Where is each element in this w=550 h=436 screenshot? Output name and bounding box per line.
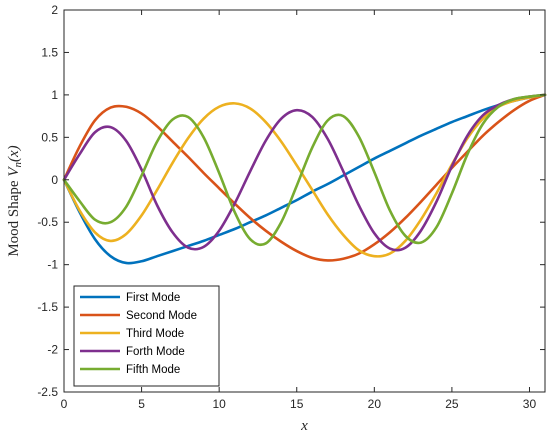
y-tick-label: 1 bbox=[51, 88, 58, 102]
y-tick-label: -0.5 bbox=[37, 215, 58, 229]
x-tick-label: 25 bbox=[445, 397, 459, 411]
y-tick-label: 0 bbox=[51, 173, 58, 187]
legend: First Mode Second Mode Third Mode Forth Mod… bbox=[73, 285, 220, 387]
legend-label-first-mode: First Mode bbox=[126, 292, 180, 304]
series-line-fifth-mode bbox=[62, 93, 547, 247]
y-axis-label: Mood Shape Vn(x) bbox=[6, 145, 24, 256]
x-tick-label: 20 bbox=[368, 397, 382, 411]
y-axis-label-variable: V bbox=[6, 166, 22, 177]
legend-label-second-mode: Second Mode bbox=[126, 310, 197, 322]
y-tick-label: 2 bbox=[51, 3, 58, 17]
legend-label-forth-mode: Forth Mode bbox=[126, 346, 185, 358]
series-line-second-mode bbox=[62, 93, 547, 262]
legend-label-third-mode: Third Mode bbox=[126, 328, 184, 340]
x-tick-label: 15 bbox=[290, 397, 304, 411]
plot-frame bbox=[63, 9, 546, 393]
series-line-first-mode bbox=[62, 93, 547, 265]
x-tick-label: 0 bbox=[61, 397, 68, 411]
x-axis-label: x bbox=[300, 418, 308, 434]
series-layer bbox=[62, 93, 547, 265]
y-axis-label-argument: (x) bbox=[6, 145, 22, 162]
y-axis-label-text: Mood Shape bbox=[6, 177, 22, 257]
y-tick-label: 1.5 bbox=[41, 45, 58, 59]
x-tick-label: 5 bbox=[138, 397, 145, 411]
y-tick-label: -1.5 bbox=[37, 300, 58, 314]
y-tick-label: -1 bbox=[47, 258, 58, 272]
y-tick-label: -2 bbox=[47, 343, 58, 357]
y-axis-label-subscript: n bbox=[12, 161, 24, 167]
x-tick-label: 30 bbox=[523, 397, 537, 411]
y-tick-label: 0.5 bbox=[41, 130, 58, 144]
legend-label-fifth-mode: Fifth Mode bbox=[126, 364, 180, 376]
x-tick-label: 10 bbox=[212, 397, 226, 411]
y-tick-label: -2.5 bbox=[37, 385, 58, 399]
